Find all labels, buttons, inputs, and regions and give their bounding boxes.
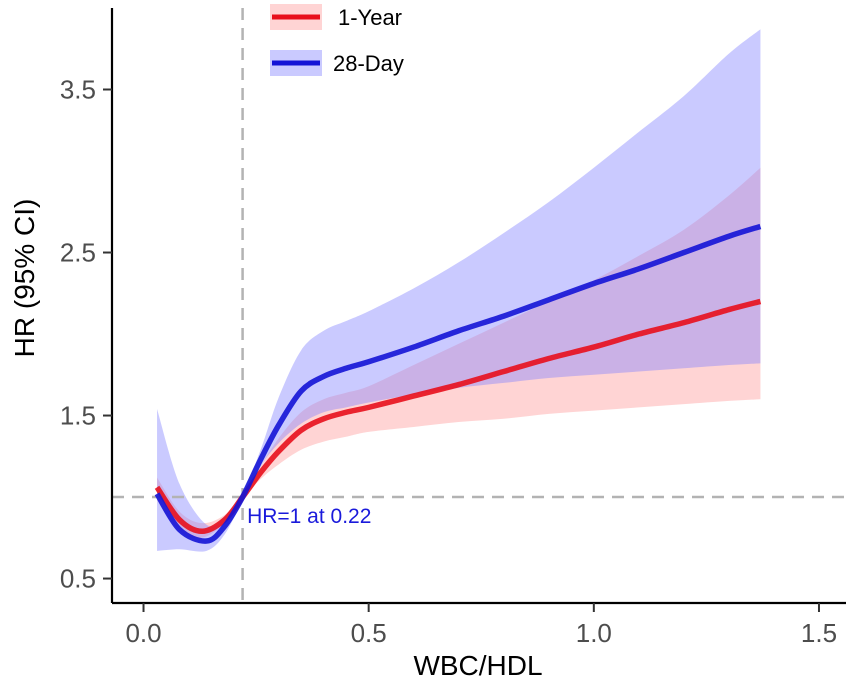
axes: 0.0 0.5 1.0 1.5 0.5 1.5 2.5 3.5 bbox=[60, 8, 846, 648]
x-tick-label-0: 0.0 bbox=[125, 618, 161, 648]
series-line-28-day bbox=[154, 223, 762, 544]
x-tick-label-1: 0.5 bbox=[351, 618, 387, 648]
confidence-bands bbox=[157, 29, 761, 552]
legend: 1-Year 28-Day bbox=[270, 4, 404, 76]
y-tick-label-1: 1.5 bbox=[60, 401, 96, 431]
y-tick-label-0: 0.5 bbox=[60, 564, 96, 594]
x-tick-label-3: 1.5 bbox=[801, 618, 837, 648]
x-tick-label-2: 1.0 bbox=[576, 618, 612, 648]
annotation-hr-cutoff: HR=1 at 0.22 bbox=[247, 505, 371, 528]
series-line-1-year bbox=[154, 298, 762, 535]
legend-label-1-year: 1-Year bbox=[338, 5, 402, 30]
ci-band-1-year bbox=[157, 167, 761, 539]
x-axis-title: WBC/HDL bbox=[413, 650, 542, 681]
y-tick-label-3: 3.5 bbox=[60, 75, 96, 105]
legend-label-28-day: 28-Day bbox=[333, 51, 404, 76]
series-lines bbox=[154, 223, 762, 544]
reference-lines: HR=1 at 0.22 bbox=[112, 8, 846, 603]
y-axis-title: HR (95% CI) bbox=[9, 199, 40, 358]
ci-band-28-day bbox=[157, 29, 761, 552]
y-tick-label-2: 2.5 bbox=[60, 238, 96, 268]
